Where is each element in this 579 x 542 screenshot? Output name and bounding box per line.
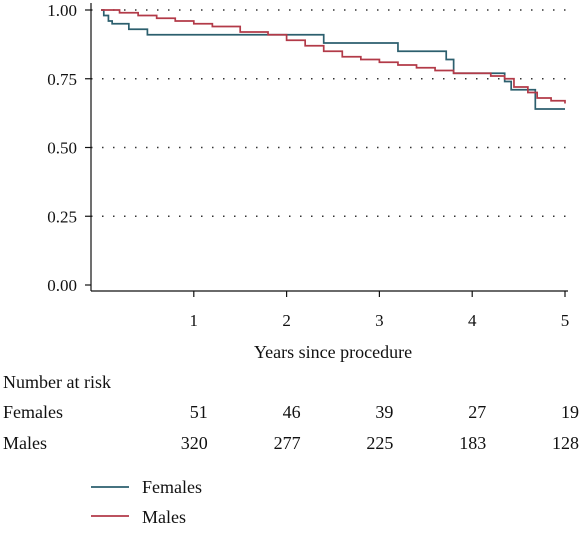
risk-table: Number at risk Females Males 51 46 39 27 19 3… [3,372,579,453]
legend-label-males: Males [142,507,186,527]
x-ticks: 1 2 3 4 5 [190,291,570,330]
risk-value: 46 [283,402,301,422]
x-tick-label: 5 [561,311,570,330]
y-tick-label: 0.25 [47,207,77,226]
x-axis-label: Years since procedure [254,342,412,362]
risk-value: 39 [375,402,393,422]
axes [90,3,568,292]
risk-table-title: Number at risk [3,372,111,392]
risk-value: 27 [468,402,486,422]
x-tick-label: 2 [282,311,291,330]
y-tick-label: 0.00 [47,276,77,295]
risk-value: 320 [181,433,208,453]
y-tick-label: 1.00 [47,1,77,20]
x-tick-label: 3 [375,311,384,330]
series-lines [101,9,566,110]
x-tick-label: 4 [468,311,477,330]
risk-value: 225 [366,433,393,453]
legend: Females Males [91,477,202,527]
risk-value: 183 [459,433,486,453]
series-line-females [101,9,565,110]
risk-value: 277 [274,433,301,453]
risk-value: 19 [561,402,579,422]
risk-values: 51 46 39 27 19 320 277 225 183 128 [181,402,579,453]
risk-value: 51 [190,402,208,422]
x-tick-label: 1 [190,311,199,330]
y-ticks: 0.00 0.25 0.50 0.75 1.00 [47,1,91,295]
series-line-males [101,9,566,104]
risk-row-label-females: Females [3,402,63,422]
risk-row-label-males: Males [3,433,47,453]
y-tick-label: 0.75 [47,70,77,89]
gridlines [91,9,568,218]
risk-value: 128 [552,433,579,453]
y-tick-label: 0.50 [47,139,77,158]
legend-label-females: Females [142,477,202,497]
